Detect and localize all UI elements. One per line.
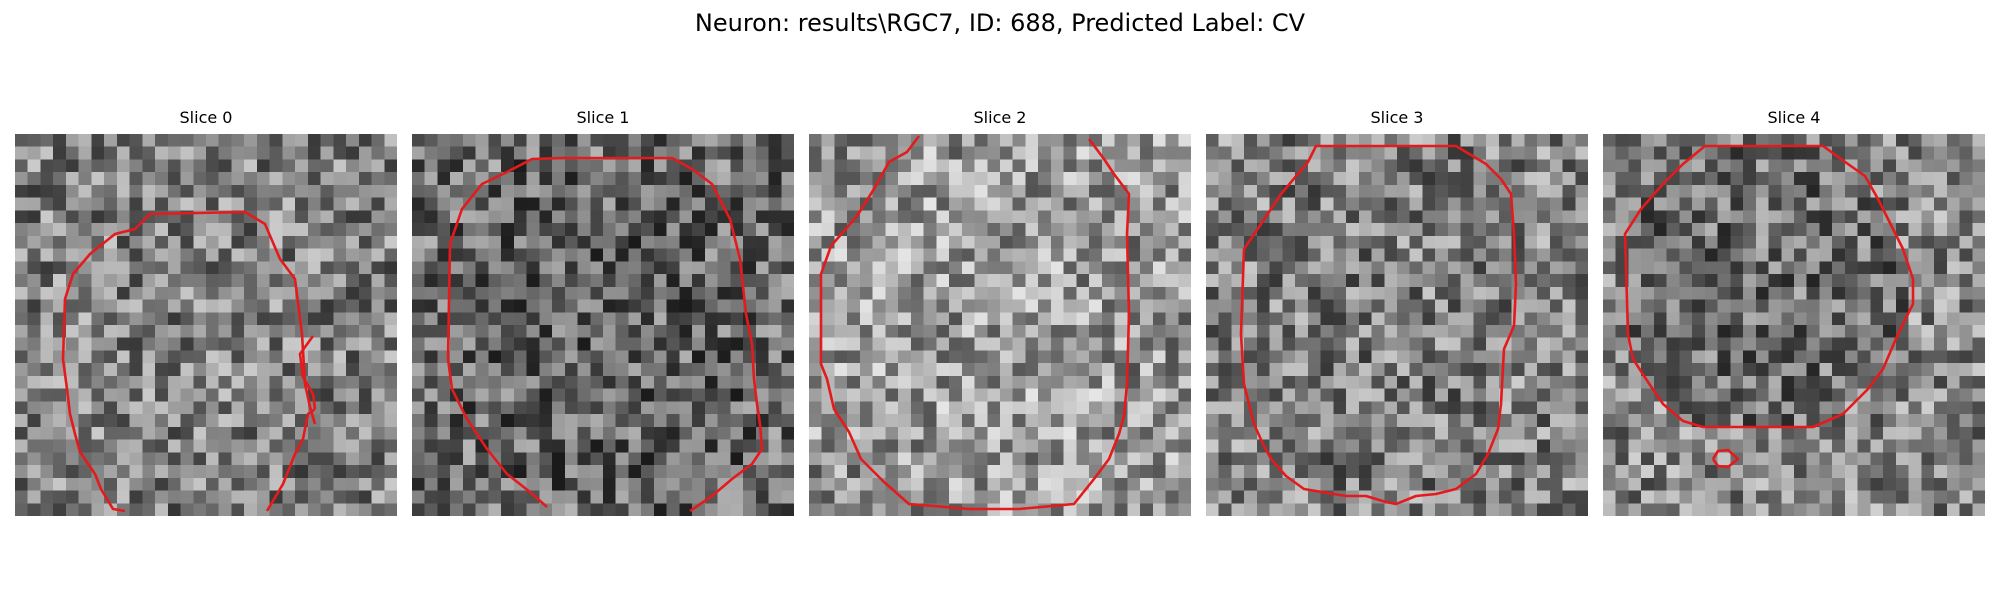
slice-image	[412, 134, 794, 516]
figure-title: Neuron: results\RGC7, ID: 688, Predicted…	[694, 9, 1306, 37]
slice-image	[15, 134, 397, 516]
contour-line	[1239, 144, 1518, 506]
slice-panel-2: Slice 2	[809, 108, 1191, 516]
contour-line	[1711, 448, 1740, 469]
slice-title: Slice 0	[179, 108, 233, 127]
slice-image	[1206, 134, 1588, 516]
slice-image	[1603, 134, 1985, 516]
slice-title: Slice 4	[1767, 108, 1821, 127]
slice-panel-0: Slice 0	[15, 108, 397, 516]
contour-line	[265, 407, 316, 512]
slice-panel-3: Slice 3	[1206, 108, 1588, 516]
slice-image	[809, 134, 1191, 516]
contour-line	[446, 156, 764, 513]
slice-title: Slice 3	[1370, 108, 1424, 127]
slice-title: Slice 2	[973, 108, 1027, 127]
slice-title: Slice 1	[576, 108, 630, 127]
contour-line	[1623, 144, 1915, 429]
slice-panel-1: Slice 1	[412, 108, 794, 516]
contour-line	[298, 335, 317, 410]
contour-line	[819, 135, 1131, 511]
slice-panel-4: Slice 4	[1603, 108, 1985, 516]
contour-line	[61, 210, 317, 513]
